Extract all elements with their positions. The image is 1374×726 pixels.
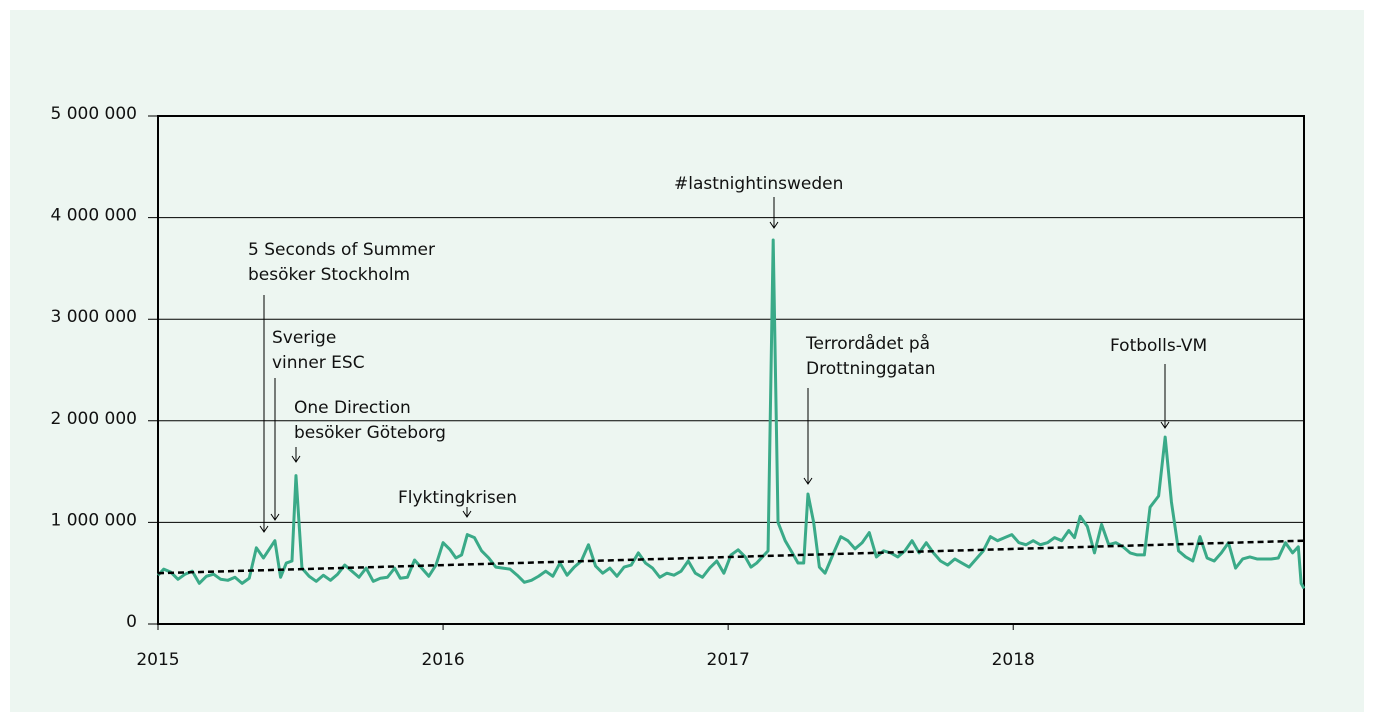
annotation: Drottninggatan	[806, 359, 936, 379]
y-tick-label: 5 000 000	[50, 104, 137, 124]
annotation: #lastnightinsweden	[674, 174, 843, 194]
annotation: Sverige	[272, 328, 336, 348]
arrow-head	[259, 525, 269, 533]
y-tick-label: 1 000 000	[50, 510, 137, 530]
arrow-head	[291, 455, 301, 463]
background	[10, 10, 1364, 712]
x-tick-label: 2015	[136, 650, 179, 670]
x-tick-label: 2016	[421, 650, 464, 670]
arrow-head	[1160, 421, 1170, 429]
plot-frame	[157, 115, 1305, 625]
arrow-head	[462, 510, 472, 518]
annotation: Terrordådet på	[805, 333, 930, 354]
annotation: vinner ESC	[272, 353, 365, 373]
annotation: besöker Göteborg	[294, 423, 446, 443]
annotation: Fotbolls-VM	[1110, 336, 1207, 356]
arrow-head	[803, 477, 813, 485]
x-tick-label: 2017	[707, 650, 750, 670]
x-tick-label: 2018	[992, 650, 1035, 670]
annotation: Flyktingkrisen	[398, 488, 517, 508]
annotation: 5 Seconds of Summer	[248, 240, 435, 260]
y-tick-label: 3 000 000	[50, 307, 137, 327]
trend-line	[157, 539, 1305, 575]
annotation: besöker Stockholm	[248, 265, 410, 285]
y-tick-label: 4 000 000	[50, 206, 137, 226]
y-tick-label: 0	[126, 612, 137, 632]
arrow-head	[769, 221, 779, 229]
y-tick-label: 2 000 000	[50, 409, 137, 429]
data-line	[156, 238, 1306, 590]
annotation: One Direction	[294, 398, 411, 418]
arrow-head	[270, 513, 280, 521]
